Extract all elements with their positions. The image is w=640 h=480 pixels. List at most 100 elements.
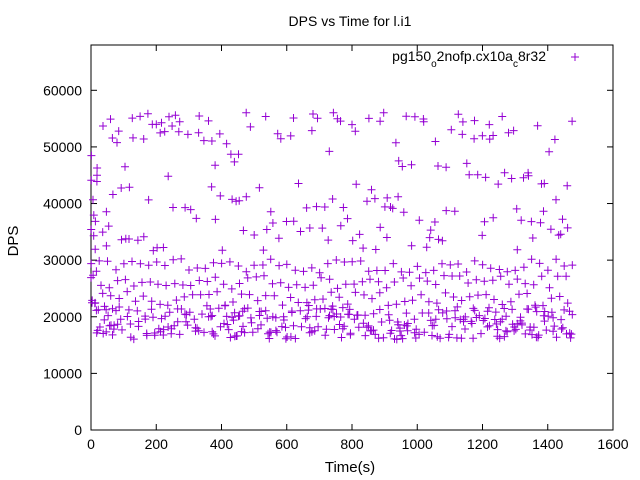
y-axis-label: DPS: [5, 226, 22, 257]
data-point: [512, 204, 521, 213]
data-point: [453, 302, 462, 311]
data-point: [368, 294, 376, 303]
data-point: [225, 257, 234, 266]
data-point: [567, 330, 576, 339]
data-point: [131, 297, 140, 306]
data-point: [246, 122, 255, 131]
data-point: [125, 183, 134, 192]
data-point: [442, 206, 451, 215]
data-point: [199, 136, 208, 145]
data-point: [482, 290, 491, 299]
data-point: [491, 308, 500, 317]
data-point: [133, 306, 142, 315]
data-point: [481, 173, 490, 182]
data-point: [146, 278, 155, 286]
x-tick-label: 0: [87, 436, 95, 452]
data-point: [521, 279, 530, 288]
data-point: [360, 290, 368, 299]
data-point: [261, 291, 270, 300]
data-point: [524, 168, 533, 177]
y-tick-label: 20000: [43, 309, 82, 325]
data-point: [183, 321, 192, 330]
data-point: [394, 192, 403, 201]
data-point: [217, 259, 226, 268]
data-point: [180, 292, 189, 301]
data-point: [464, 279, 473, 287]
data-point: [333, 284, 342, 293]
data-point: [119, 259, 128, 268]
data-point: [181, 203, 190, 212]
data-point: [87, 259, 96, 268]
data-point: [325, 311, 334, 320]
data-point: [356, 257, 365, 265]
data-point: [500, 332, 509, 341]
data-point: [97, 281, 105, 290]
data-point: [431, 315, 440, 324]
data-point: [339, 203, 348, 212]
data-point: [226, 150, 235, 159]
chart-title: DPS vs Time for l.i1: [289, 13, 412, 29]
data-point: [343, 214, 352, 223]
data-point: [205, 290, 213, 299]
data-point: [204, 116, 213, 125]
data-point: [506, 297, 515, 306]
data-point: [503, 267, 512, 276]
data-point: [239, 226, 248, 235]
data-point: [263, 314, 272, 323]
data-point: [289, 114, 298, 122]
data-point: [429, 266, 438, 275]
data-point: [421, 268, 430, 277]
data-point: [177, 254, 186, 263]
x-tick-label: 1400: [532, 436, 563, 452]
data-point: [170, 279, 179, 288]
data-point: [211, 161, 220, 170]
data-point: [222, 312, 231, 321]
data-point: [529, 280, 538, 289]
data-point: [208, 311, 217, 320]
data-point: [165, 308, 174, 317]
data-point: [314, 322, 323, 331]
data-point: [426, 226, 435, 235]
data-point: [549, 313, 558, 322]
data-point: [511, 266, 520, 275]
data-point: [209, 329, 218, 338]
data-point: [248, 328, 257, 337]
data-point: [87, 273, 96, 282]
data-point: [126, 320, 135, 328]
data-point: [340, 258, 349, 266]
data-point: [234, 150, 243, 159]
data-point: [234, 262, 243, 270]
data-point: [147, 305, 156, 314]
data-point: [202, 301, 211, 310]
data-point: [384, 301, 393, 310]
data-point: [553, 272, 562, 281]
data-point: [213, 287, 222, 296]
data-point: [136, 259, 145, 268]
data-point: [139, 135, 148, 143]
data-point: [230, 157, 239, 166]
data-point: [336, 313, 345, 321]
data-point: [413, 262, 422, 271]
data-point: [355, 230, 364, 239]
data-point: [195, 276, 204, 285]
data-point: [91, 245, 100, 254]
data-point: [307, 263, 316, 272]
data-point: [486, 264, 495, 273]
data-point: [309, 281, 318, 290]
data-point: [375, 305, 384, 314]
data-point: [115, 294, 124, 303]
data-point: [345, 305, 354, 314]
data-point: [194, 326, 203, 335]
data-point: [160, 127, 169, 136]
data-point: [493, 325, 502, 334]
data-point: [193, 264, 202, 272]
data-point: [389, 259, 398, 268]
data-point: [405, 268, 414, 277]
data-point: [93, 171, 101, 180]
data-point: [323, 259, 332, 268]
data-point: [351, 127, 360, 136]
data-point: [260, 271, 268, 280]
data-point: [410, 315, 419, 324]
data-point: [303, 312, 312, 321]
data-point: [527, 217, 536, 226]
